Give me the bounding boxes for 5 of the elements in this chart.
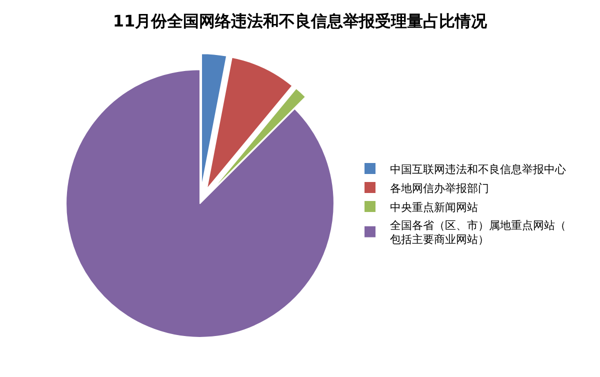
legend-label: 各地网信办举报部门 [390, 182, 489, 195]
legend-label: 中央重点新闻网站 [390, 200, 478, 214]
chart-title: 11月份全国网络违法和不良信息举报受理量占比情况 [112, 11, 488, 30]
legend-label: 中国互联网违法和不良信息举报中心 [390, 162, 566, 176]
legend-label: 全国各省（区、市）属地重点网站（包括主要商业网站） [390, 218, 566, 246]
